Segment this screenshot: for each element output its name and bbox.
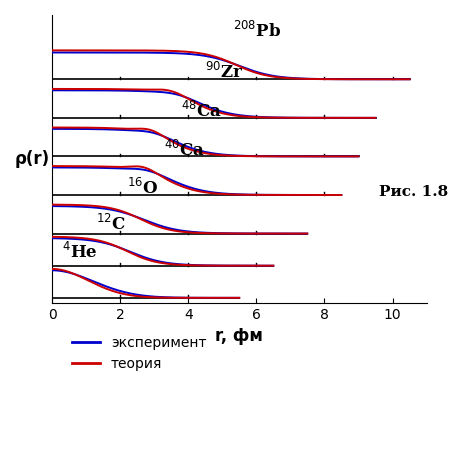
Text: $^{48}$Ca: $^{48}$Ca [181,101,223,121]
Text: $^{90}$Zr: $^{90}$Zr [205,62,244,83]
Text: $^{208}$Pb: $^{208}$Pb [232,20,281,41]
Text: $^{4}$He: $^{4}$He [62,242,98,262]
Y-axis label: ρ(r): ρ(r) [15,150,50,168]
Text: Рис. 1.8: Рис. 1.8 [379,185,448,199]
Legend: эксперимент, теория: эксперимент, теория [66,330,212,376]
Text: $^{12}$C: $^{12}$C [96,213,126,233]
Text: $^{40}$Ca: $^{40}$Ca [165,139,206,160]
Text: $^{16}$O: $^{16}$O [127,178,158,198]
X-axis label: r, фм: r, фм [215,327,263,345]
